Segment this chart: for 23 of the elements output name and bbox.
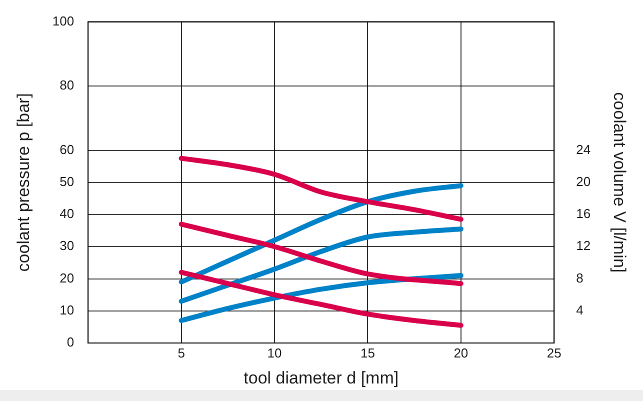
x-tick-label: 10 xyxy=(267,345,282,360)
y-tick-label: 0 xyxy=(66,334,74,350)
y2-tick-label: 16 xyxy=(576,206,591,222)
y-tick-label: 100 xyxy=(52,13,74,28)
y-tick-label: 50 xyxy=(60,174,74,189)
y2-axis-title: coolant volume V [l/min] xyxy=(610,92,630,273)
y2-tick-label: 8 xyxy=(576,270,584,286)
x-tick-label: 15 xyxy=(360,345,375,360)
y-tick-label: 10 xyxy=(60,302,74,318)
y2-tick-label: 4 xyxy=(576,302,584,318)
x-tick-label: 20 xyxy=(454,345,468,360)
y2-tick-label: 24 xyxy=(576,142,591,157)
x-tick-label: 25 xyxy=(546,345,562,360)
x-axis-title: tool diameter d [mm] xyxy=(244,368,399,388)
y-axis-title: coolant pressure p [bar] xyxy=(14,93,33,272)
y-tick-label: 40 xyxy=(60,206,74,222)
y-tick-label: 80 xyxy=(60,78,74,93)
y-tick-label: 20 xyxy=(60,270,74,286)
y-tick-label: 60 xyxy=(60,142,74,157)
y2-tick-label: 12 xyxy=(576,238,591,254)
x-tick-label: 5 xyxy=(178,345,185,360)
y2-tick-label: 20 xyxy=(576,174,591,189)
y-tick-label: 30 xyxy=(60,238,74,254)
